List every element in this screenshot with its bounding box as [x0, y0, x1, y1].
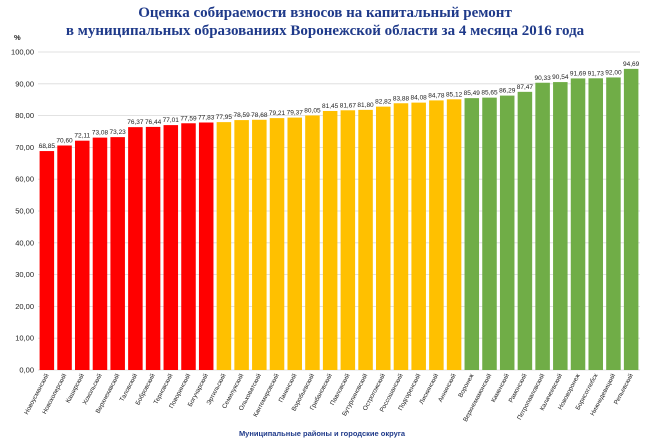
data-label: 76,37: [127, 119, 144, 126]
bar: [110, 137, 125, 370]
bar: [464, 98, 480, 371]
bar: [287, 117, 302, 371]
bar: [305, 115, 320, 370]
data-label: 82,82: [375, 99, 392, 106]
bar: [376, 106, 391, 371]
data-label: 83,88: [393, 95, 410, 102]
bar: [499, 95, 515, 370]
bar: [322, 110, 338, 370]
bar: [553, 82, 568, 371]
data-label: 77,01: [163, 117, 180, 124]
y-tick-label: 40,00: [15, 238, 34, 247]
bar: [446, 99, 462, 371]
y-tick-label: 90,00: [15, 79, 34, 88]
data-label: 90,54: [552, 74, 569, 81]
data-label: 78,68: [251, 112, 268, 119]
bar: [57, 145, 72, 370]
data-label: 81,45: [322, 103, 339, 110]
data-label: 77,95: [216, 114, 233, 121]
bar: [198, 122, 214, 370]
y-tick-label: 50,00: [15, 207, 34, 216]
data-label: 68,85: [39, 143, 56, 150]
data-label: 90,33: [534, 75, 551, 82]
data-label: 79,37: [287, 110, 304, 117]
bar: [393, 103, 409, 370]
y-tick-label: 100,00: [11, 48, 34, 57]
bar: [269, 118, 285, 370]
chart-title: Оценка собираемости взносов на капитальн…: [0, 4, 650, 40]
data-label: 94,69: [623, 61, 640, 68]
bar: [358, 109, 373, 370]
data-label: 77,83: [198, 115, 215, 122]
bar: [92, 137, 108, 370]
category-labels: НовоусманскийНовохоперскийКаширскийХохол…: [22, 372, 635, 423]
x-axis-title: Муниципальные районы и городские округа: [239, 429, 406, 438]
bar: [128, 127, 143, 370]
y-tick-label: 70,00: [15, 143, 34, 152]
bar: [234, 120, 249, 370]
data-label: 87,47: [517, 84, 534, 91]
data-label: 85,49: [464, 90, 481, 97]
chart-title-line-2: в муниципальных образованиях Воронежской…: [65, 23, 585, 39]
data-label: 72,11: [74, 133, 90, 140]
y-axis-ticks: 0,00 10,00 20,00 30,00 40,00 50,00 60,00 70,00 8…: [11, 48, 34, 375]
data-label: 92,00: [605, 69, 622, 76]
category-label: Воронеж: [457, 372, 476, 399]
data-label: 73,23: [110, 129, 127, 136]
data-label: 81,67: [340, 102, 357, 109]
bar: [606, 77, 621, 370]
bar: [570, 78, 586, 371]
data-label: 73,08: [92, 130, 109, 137]
bar: [39, 151, 55, 370]
y-tick-label: 60,00: [15, 175, 34, 184]
y-tick-label: 30,00: [15, 270, 34, 279]
bar: [588, 78, 603, 371]
data-label: 70,60: [56, 137, 73, 144]
bar: [216, 122, 232, 370]
data-label: 85,65: [481, 90, 498, 97]
data-label: 81,80: [357, 102, 374, 109]
data-label: 86,29: [499, 88, 516, 95]
data-label: 85,12: [446, 91, 463, 98]
bar: [429, 100, 444, 370]
data-label: 84,08: [411, 95, 428, 102]
data-label: 91,73: [588, 70, 605, 77]
data-label: 78,59: [233, 112, 250, 119]
chart-title-line-1: Оценка собираемости взносов на капитальн…: [138, 5, 512, 21]
bar: [340, 110, 356, 370]
bar: [252, 119, 267, 370]
bar: [181, 123, 196, 371]
bars: [39, 68, 639, 371]
bar: [482, 97, 497, 371]
bar: [145, 126, 161, 370]
y-tick-label: 0,00: [19, 366, 34, 375]
bar: [535, 82, 550, 370]
y-unit-label: %: [14, 33, 21, 42]
y-tick-label: 80,00: [15, 111, 34, 120]
y-tick-label: 10,00: [15, 334, 34, 343]
bar: [517, 91, 533, 370]
bar: [75, 140, 90, 370]
data-label: 76,44: [145, 119, 162, 126]
data-label: 91,69: [570, 70, 587, 77]
bar: [623, 68, 639, 370]
y-tick-label: 20,00: [15, 302, 34, 311]
data-label: 84,78: [428, 92, 445, 99]
bar: [411, 102, 426, 370]
data-label: 77,59: [180, 115, 197, 122]
bar: [163, 125, 179, 370]
data-label: 80,05: [304, 107, 321, 114]
data-label: 79,21: [269, 110, 286, 117]
